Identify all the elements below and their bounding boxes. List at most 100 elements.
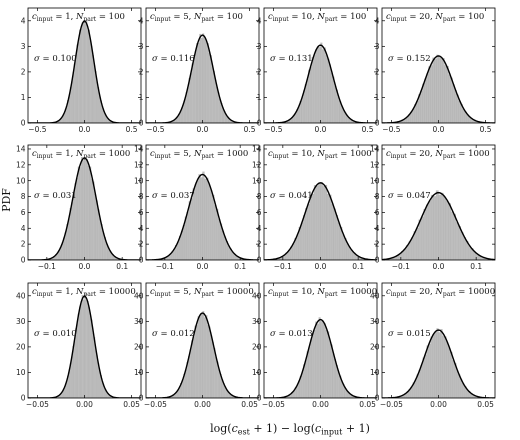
- histogram-bar: [211, 342, 214, 398]
- histogram-bar: [408, 241, 412, 260]
- histogram-bar: [194, 325, 197, 398]
- y-tick-label: 6: [21, 208, 26, 217]
- histogram-bars: [146, 171, 259, 260]
- histogram-bar: [445, 200, 449, 260]
- y-tick-label: 2: [375, 240, 380, 249]
- histogram-bar: [202, 171, 205, 260]
- histogram-bar: [81, 22, 84, 123]
- sigma-label: σ = 0.013: [270, 329, 313, 339]
- sigma-label: σ = 0.012: [152, 329, 195, 339]
- x-tick-label: 0.0: [79, 262, 91, 271]
- sigma-label: σ = 0.047: [388, 191, 431, 201]
- panel-label: cinput = 5, Npart = 1000: [150, 149, 248, 160]
- histogram-bars: [35, 156, 134, 260]
- x-tick-label: −0.05: [26, 400, 49, 409]
- histogram-bar: [77, 42, 80, 123]
- x-tick-label: 0.0: [197, 262, 209, 271]
- histogram-bar: [436, 54, 439, 123]
- histogram-bar: [428, 66, 431, 123]
- histogram-bar: [430, 194, 434, 260]
- histogram-bar: [208, 326, 211, 398]
- histogram-bar: [308, 69, 311, 123]
- histogram-bar: [346, 243, 349, 260]
- histogram-bar: [442, 58, 445, 123]
- histogram-bar: [208, 53, 211, 123]
- y-tick-label: 12: [252, 160, 262, 169]
- histogram-bar: [99, 218, 101, 260]
- histogram-bar: [310, 339, 313, 398]
- histogram-bar: [438, 56, 441, 123]
- x-tick-label: 0.0: [315, 125, 327, 134]
- histogram-bar: [87, 301, 89, 398]
- panel-r2-c1: −0.1 0.0 0.1 0 2 4 6 8 10 12 14 cinput = 1, Npart =…: [16, 145, 142, 271]
- histogram-bar: [330, 344, 333, 398]
- histogram-bar: [420, 364, 423, 398]
- histogram-bar: [197, 316, 200, 398]
- y-tick-label: 10: [16, 368, 26, 377]
- histogram-bar: [452, 84, 455, 123]
- histogram-bar: [75, 57, 77, 123]
- histogram-bar: [418, 369, 421, 398]
- y-tick-label: 4: [257, 16, 262, 25]
- histogram-bar: [307, 203, 310, 260]
- histogram-bar: [189, 349, 192, 398]
- histogram-bar: [320, 42, 323, 123]
- histogram-bar: [210, 55, 212, 123]
- y-tick-label: 1: [375, 93, 380, 102]
- histogram-bar: [418, 219, 422, 260]
- histogram-bar: [448, 74, 451, 123]
- histogram-bar: [94, 193, 97, 260]
- histogram-bar: [84, 23, 86, 123]
- histogram-bar: [192, 336, 195, 398]
- x-tick-label: 0.05: [241, 400, 258, 409]
- histogram-bar: [420, 90, 423, 123]
- histogram-bar: [92, 181, 95, 260]
- y-tick-label: 10: [134, 176, 144, 185]
- histogram-bars: [44, 292, 125, 398]
- histogram-bar: [325, 330, 328, 398]
- histogram-bar: [315, 49, 318, 123]
- sigma-label: σ = 0.131: [270, 54, 313, 64]
- histogram-bar: [335, 215, 338, 260]
- histogram-bars: [268, 317, 373, 398]
- histogram-bar: [424, 78, 427, 123]
- histogram-bar: [84, 157, 87, 260]
- histogram-bar: [95, 200, 98, 260]
- histogram-bar: [335, 365, 338, 398]
- histogram-bar: [79, 167, 82, 260]
- x-tick-label: −0.1: [392, 262, 410, 271]
- histogram-bar: [440, 58, 443, 123]
- histogram-bar: [301, 96, 304, 123]
- histogram-bar: [83, 299, 85, 398]
- y-tick-label: 20: [370, 342, 380, 351]
- y-tick-label: 10: [370, 368, 380, 377]
- histogram-bar: [87, 165, 90, 260]
- histogram-bar: [216, 86, 218, 123]
- histogram-bar: [422, 357, 425, 398]
- histogram-bar: [333, 208, 336, 260]
- y-tick-label: 20: [16, 342, 26, 351]
- histogram-bar: [311, 57, 314, 123]
- histogram-bar: [218, 219, 221, 260]
- histogram-bar: [194, 51, 197, 123]
- histogram-bar: [316, 45, 319, 123]
- panel-label: cinput = 1, Npart = 10000: [32, 287, 136, 298]
- sigma-label: σ = 0.010: [34, 329, 77, 339]
- y-tick-label: 3: [21, 42, 26, 51]
- histogram-bar: [318, 47, 321, 123]
- histogram-bars: [264, 182, 377, 260]
- histogram-bar: [196, 43, 199, 123]
- histogram-bar: [206, 177, 209, 260]
- panel-r3-c4: −0.05 0.00 0.05 0 10 20 30 40 cinput = 20, Npart…: [370, 282, 496, 409]
- y-tick-label: 1: [21, 93, 26, 102]
- histogram-bar: [442, 335, 445, 398]
- histogram-bar: [303, 90, 306, 123]
- y-tick-label: 0: [139, 394, 144, 403]
- histogram-bar: [79, 306, 81, 398]
- histogram-bar: [304, 360, 307, 398]
- y-tick-label: 3: [257, 42, 262, 51]
- histogram-bar: [194, 184, 197, 260]
- histogram-bar: [80, 29, 82, 123]
